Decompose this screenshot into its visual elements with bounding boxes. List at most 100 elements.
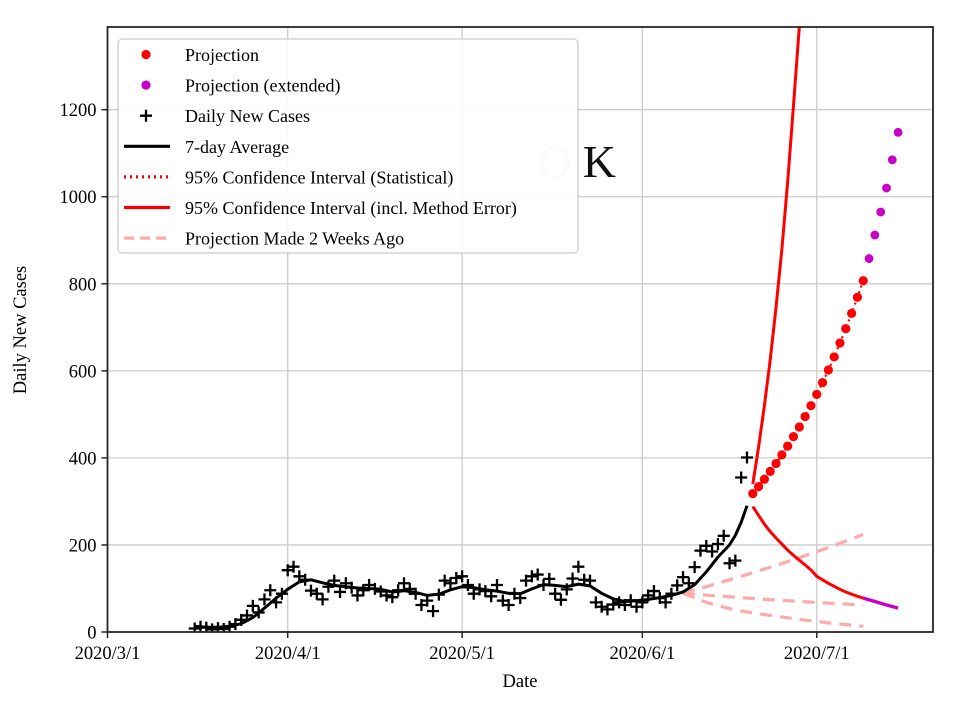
daily-new-cases-marker [729, 554, 742, 567]
y-tick-label: 1200 [60, 101, 97, 121]
legend-item-4: 95% Confidence Interval (Statistical) [124, 167, 453, 188]
daily-new-cases-marker [444, 577, 457, 590]
daily-new-cases-marker [270, 596, 283, 609]
series-ci-method-upper [751, 27, 801, 485]
daily-new-cases-marker [368, 582, 381, 595]
legend-box [117, 38, 579, 254]
projection-dot [783, 441, 793, 451]
series-7-day-average [194, 505, 749, 629]
daily-new-cases-marker [473, 583, 486, 596]
series-projection-2wk-ago-upper [682, 533, 864, 595]
projection-dot [858, 276, 868, 286]
projection-dot [847, 308, 857, 318]
daily-new-cases-marker [584, 574, 597, 587]
x-tick-label: 2020/5/1 [429, 644, 495, 664]
daily-new-cases-marker [688, 561, 701, 574]
y-tick-label: 0 [87, 624, 96, 644]
daily-new-cases-marker [275, 587, 288, 600]
daily-new-cases-marker [647, 585, 660, 598]
legend-item-6: Projection Made 2 Weeks Ago [124, 229, 404, 249]
daily-new-cases-marker [304, 584, 317, 597]
daily-new-cases-marker [485, 590, 498, 603]
projection-dot [800, 411, 810, 422]
daily-new-cases-marker [421, 594, 434, 607]
daily-new-cases-marker [613, 596, 626, 609]
daily-new-cases-marker [717, 529, 730, 542]
projection-dot [852, 292, 863, 302]
projection-dot [788, 431, 799, 442]
projection-extended-dot [882, 183, 891, 193]
projection-dot [753, 482, 764, 492]
projection-dot [765, 466, 775, 476]
daily-new-cases-marker [246, 599, 259, 612]
daily-new-cases-marker [549, 587, 562, 600]
legend-label: Daily New Cases [185, 106, 310, 126]
projection-dot [759, 474, 770, 484]
daily-new-cases-marker [456, 570, 469, 583]
legend-marker-dot [141, 49, 151, 60]
daily-new-cases-marker [514, 592, 527, 605]
daily-new-cases-marker [322, 580, 335, 593]
x-tick-label: 2020/3/1 [75, 644, 141, 664]
daily-new-cases-marker [450, 572, 463, 585]
series-ci-method-lower [751, 505, 864, 600]
daily-new-cases-marker [461, 578, 474, 591]
x-tick-label: 2020/4/1 [255, 644, 321, 664]
legend-marker-dot [141, 80, 151, 90]
daily-new-cases-marker [334, 585, 347, 598]
legend-item-2: Daily New Cases [140, 106, 310, 126]
daily-new-cases-marker [537, 578, 550, 591]
daily-new-cases-marker [671, 579, 684, 592]
series-projection-extended [864, 127, 903, 263]
projection-dot [817, 378, 828, 388]
daily-new-cases-marker [357, 584, 370, 597]
daily-new-cases-marker [554, 593, 567, 606]
series-projection-2wk-ago-mid [682, 591, 864, 607]
projection-dot [812, 389, 822, 399]
y-tick-label: 400 [69, 449, 97, 469]
daily-new-cases-marker [432, 588, 445, 601]
projection-dot [806, 401, 816, 411]
daily-new-cases-marker [258, 593, 271, 606]
x-tick-label: 2020/7/1 [784, 644, 850, 664]
legend-item-3: 7-day Average [124, 137, 289, 157]
daily-new-cases-marker [427, 605, 440, 618]
daily-new-cases-marker [735, 471, 748, 484]
legend: Projection Projection (extended) Daily New… [117, 38, 579, 254]
daily-new-cases-marker [595, 600, 608, 613]
daily-new-cases-marker [624, 594, 637, 607]
daily-new-cases-marker [264, 584, 277, 597]
daily-new-cases-marker [206, 623, 219, 632]
series-ci-statistical [751, 280, 865, 495]
series-projection [748, 276, 868, 499]
daily-new-cases-marker [386, 591, 399, 604]
projection-extended-dot [893, 127, 903, 137]
daily-new-cases-marker [241, 609, 254, 622]
daily-new-cases-marker [397, 577, 410, 590]
daily-new-cases-marker [677, 571, 690, 584]
legend-label: Projection Made 2 Weeks Ago [185, 229, 404, 249]
daily-new-cases-marker [700, 539, 713, 552]
daily-new-cases-marker [566, 572, 579, 585]
daily-new-cases-marker [438, 574, 451, 587]
daily-new-cases-marker [740, 451, 753, 464]
daily-new-cases-marker [665, 587, 678, 600]
watermark-black-letter: K [583, 136, 616, 187]
x-tick-label: 2020/6/1 [609, 644, 675, 664]
daily-new-cases-marker [659, 596, 672, 609]
series-daily-new-cases [188, 451, 753, 632]
y-tick-label: 1000 [60, 188, 97, 208]
daily-new-cases-marker [607, 598, 620, 611]
legend-label: Projection [185, 45, 259, 65]
daily-new-cases-marker [351, 589, 364, 602]
daily-new-cases-marker [525, 570, 538, 583]
legend-item-0: Projection [141, 45, 259, 65]
daily-new-cases-marker [682, 577, 695, 590]
legend-label: 7-day Average [185, 137, 289, 157]
daily-new-cases-marker [479, 585, 492, 598]
daily-new-cases-marker [723, 557, 736, 570]
daily-new-cases-marker [490, 578, 503, 591]
projection-extended-dot [864, 254, 874, 263]
daily-new-cases-marker [252, 606, 265, 619]
